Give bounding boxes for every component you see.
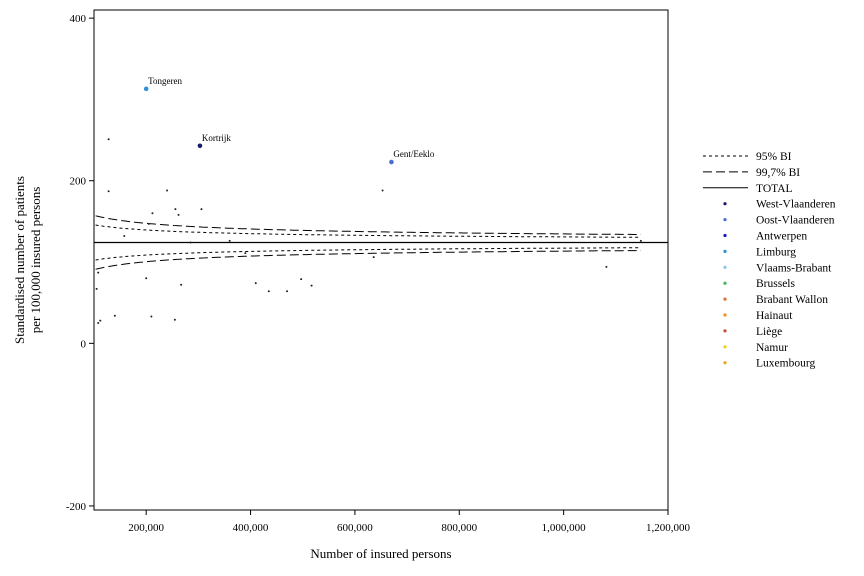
x-tick-label: 400,000 <box>233 522 269 534</box>
data-point <box>123 235 126 238</box>
legend: 95% BI 99,7% BI TOTAL West-Vlaanderen Oost-V… <box>703 151 836 370</box>
data-point <box>267 290 270 293</box>
data-point <box>99 319 102 322</box>
x-tick-label: 1,200,000 <box>646 522 691 534</box>
y-axis-title-line2: per 100,000 insured persons <box>28 187 43 334</box>
legend-label: Luxembourg <box>756 358 815 370</box>
y-axis-title-line1: Standardised number of patients <box>12 176 27 344</box>
legend-label: TOTAL <box>756 183 793 195</box>
legend-marker <box>723 202 727 206</box>
data-point <box>97 322 100 325</box>
y-tick-label: 400 <box>70 13 87 25</box>
legend-marker <box>723 249 727 253</box>
point-label: Tongeren <box>148 76 182 86</box>
data-point <box>95 287 98 290</box>
legend-marker <box>723 361 727 365</box>
point-label: Kortrijk <box>202 133 231 143</box>
labeled-point <box>197 143 203 149</box>
data-point <box>310 284 313 287</box>
data-point <box>147 222 150 225</box>
data-point <box>189 241 192 244</box>
data-point <box>381 189 384 192</box>
data-point <box>180 283 183 286</box>
data-point <box>150 315 153 318</box>
data-point <box>174 208 177 211</box>
ci997-lower-line <box>95 250 641 270</box>
legend-marker <box>723 297 727 301</box>
legend-label: Limburg <box>756 246 796 258</box>
data-point <box>254 282 257 285</box>
data-point <box>107 138 110 141</box>
data-point <box>286 290 289 293</box>
x-axis-title: Number of insured persons <box>310 546 451 561</box>
legend-label: West-Vlaanderen <box>756 199 836 211</box>
legend-label: Antwerpen <box>756 231 807 243</box>
legend-marker <box>723 345 727 349</box>
plot-border <box>93 9 669 511</box>
x-tick-label: 1,000,000 <box>542 522 587 534</box>
ci95-lower-line <box>95 247 641 261</box>
data-point <box>145 277 148 280</box>
confidence-bands <box>95 215 641 270</box>
legend-marker <box>723 281 727 285</box>
data-point <box>97 271 100 274</box>
data-point <box>151 212 154 215</box>
legend-marker <box>723 265 727 269</box>
data-point <box>300 278 303 281</box>
data-point <box>372 256 375 259</box>
data-point <box>639 239 642 242</box>
plot-frame <box>93 9 669 511</box>
x-axis: 200,000 400,000 600,000 800,000 1,000,000 1,2… <box>128 510 691 534</box>
legend-marker <box>723 313 727 317</box>
x-tick-label: 800,000 <box>441 522 477 534</box>
legend-marker <box>723 233 727 238</box>
legend-marker <box>723 329 727 333</box>
data-point <box>173 318 176 321</box>
data-point <box>113 314 116 317</box>
data-point <box>107 190 110 193</box>
y-axis: -200 0 200 400 <box>66 13 94 513</box>
legend-label: Liège <box>756 326 782 338</box>
data-point <box>228 239 231 242</box>
data-point <box>166 189 169 192</box>
legend-label: Hainaut <box>756 310 793 322</box>
point-labels: Tongeren Kortrijk Gent/Eeklo <box>148 76 435 159</box>
legend-label: Vlaams-Brabant <box>756 262 832 274</box>
legend-label: Brabant Wallon <box>756 294 828 306</box>
ci95-upper-line <box>95 224 641 238</box>
data-points <box>95 86 642 325</box>
legend-label: 95% BI <box>756 151 792 163</box>
x-tick-label: 600,000 <box>337 522 373 534</box>
labeled-point <box>389 159 394 165</box>
legend-label: Brussels <box>756 278 796 290</box>
point-label: Gent/Eeklo <box>393 149 434 159</box>
legend-label: Oost-Vlaanderen <box>756 215 835 227</box>
data-point <box>200 208 203 211</box>
legend-label: 99,7% BI <box>756 167 800 179</box>
data-point <box>244 252 247 255</box>
y-tick-label: 0 <box>81 338 87 350</box>
legend-label: Namur <box>756 342 788 354</box>
legend-marker <box>723 218 727 222</box>
ci997-upper-line <box>95 215 641 235</box>
labeled-point <box>143 86 149 92</box>
data-point <box>605 265 608 268</box>
data-point <box>177 213 180 216</box>
y-tick-label: -200 <box>66 501 87 513</box>
y-tick-label: 200 <box>70 176 87 188</box>
x-tick-label: 200,000 <box>128 522 164 534</box>
